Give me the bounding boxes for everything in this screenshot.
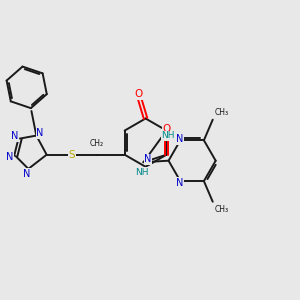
- Text: N: N: [36, 128, 43, 138]
- Text: N: N: [176, 134, 183, 144]
- Text: N: N: [144, 154, 152, 164]
- Text: N: N: [23, 169, 31, 179]
- Text: CH₃: CH₃: [214, 205, 228, 214]
- Text: N: N: [6, 152, 13, 162]
- Text: N: N: [176, 178, 183, 188]
- Text: CH₂: CH₂: [90, 139, 104, 148]
- Text: NH: NH: [135, 168, 149, 177]
- Text: N: N: [11, 131, 19, 141]
- Text: CH₃: CH₃: [214, 108, 228, 117]
- Text: S: S: [68, 150, 75, 160]
- Text: NH: NH: [161, 131, 175, 140]
- Text: O: O: [134, 89, 142, 99]
- Text: O: O: [162, 124, 171, 134]
